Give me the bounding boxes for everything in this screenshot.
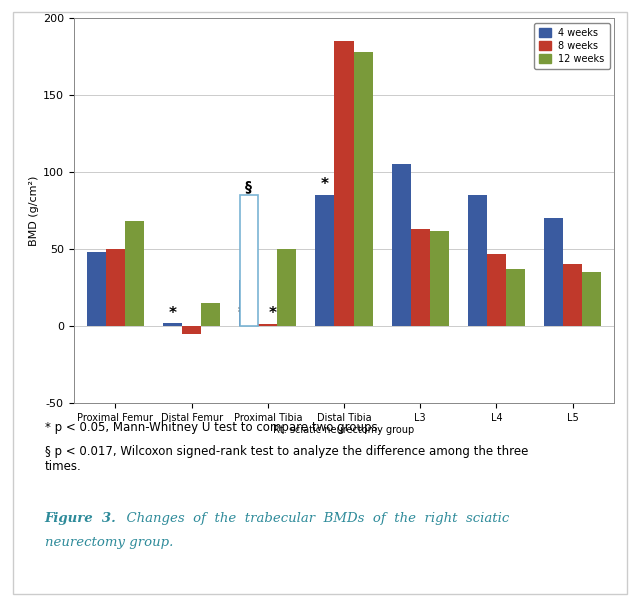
- Text: *: *: [168, 307, 177, 321]
- Y-axis label: BMD (g/cm²): BMD (g/cm²): [29, 175, 38, 246]
- Bar: [544, 218, 563, 326]
- Bar: [201, 303, 220, 326]
- X-axis label: Rt. sciatic neurectomy group: Rt. sciatic neurectomy group: [273, 425, 415, 436]
- Bar: [487, 254, 506, 326]
- Bar: [392, 164, 411, 326]
- Bar: [335, 41, 353, 326]
- Text: *: *: [321, 177, 329, 192]
- Bar: [411, 229, 429, 326]
- Bar: [429, 231, 449, 326]
- Text: neurectomy group.: neurectomy group.: [45, 536, 173, 549]
- Text: § p < 0.017, Wilcoxon signed-rank test to analyze the difference among the three: § p < 0.017, Wilcoxon signed-rank test t…: [45, 445, 528, 473]
- Legend: 4 weeks, 8 weeks, 12 weeks: 4 weeks, 8 weeks, 12 weeks: [534, 23, 609, 68]
- Bar: [125, 221, 144, 326]
- Bar: [582, 272, 601, 326]
- Text: §: §: [245, 179, 252, 194]
- Bar: [182, 326, 201, 334]
- Bar: [316, 195, 335, 326]
- Text: *: *: [238, 307, 246, 321]
- Text: * p < 0.05, Mann-Whitney U test to compare two groups.: * p < 0.05, Mann-Whitney U test to compa…: [45, 421, 381, 434]
- Bar: [163, 323, 182, 326]
- Bar: [240, 195, 258, 326]
- Bar: [468, 195, 487, 326]
- Bar: [353, 52, 372, 326]
- Bar: [106, 249, 125, 326]
- Bar: [563, 264, 582, 326]
- Bar: [239, 280, 259, 326]
- Text: Figure  3.: Figure 3.: [45, 512, 116, 525]
- Bar: [277, 249, 296, 326]
- Bar: [87, 252, 106, 326]
- Bar: [506, 269, 525, 326]
- Text: Changes  of  the  trabecular  BMDs  of  the  right  sciatic: Changes of the trabecular BMDs of the ri…: [118, 512, 509, 525]
- Bar: [259, 324, 277, 326]
- Text: *: *: [269, 307, 277, 321]
